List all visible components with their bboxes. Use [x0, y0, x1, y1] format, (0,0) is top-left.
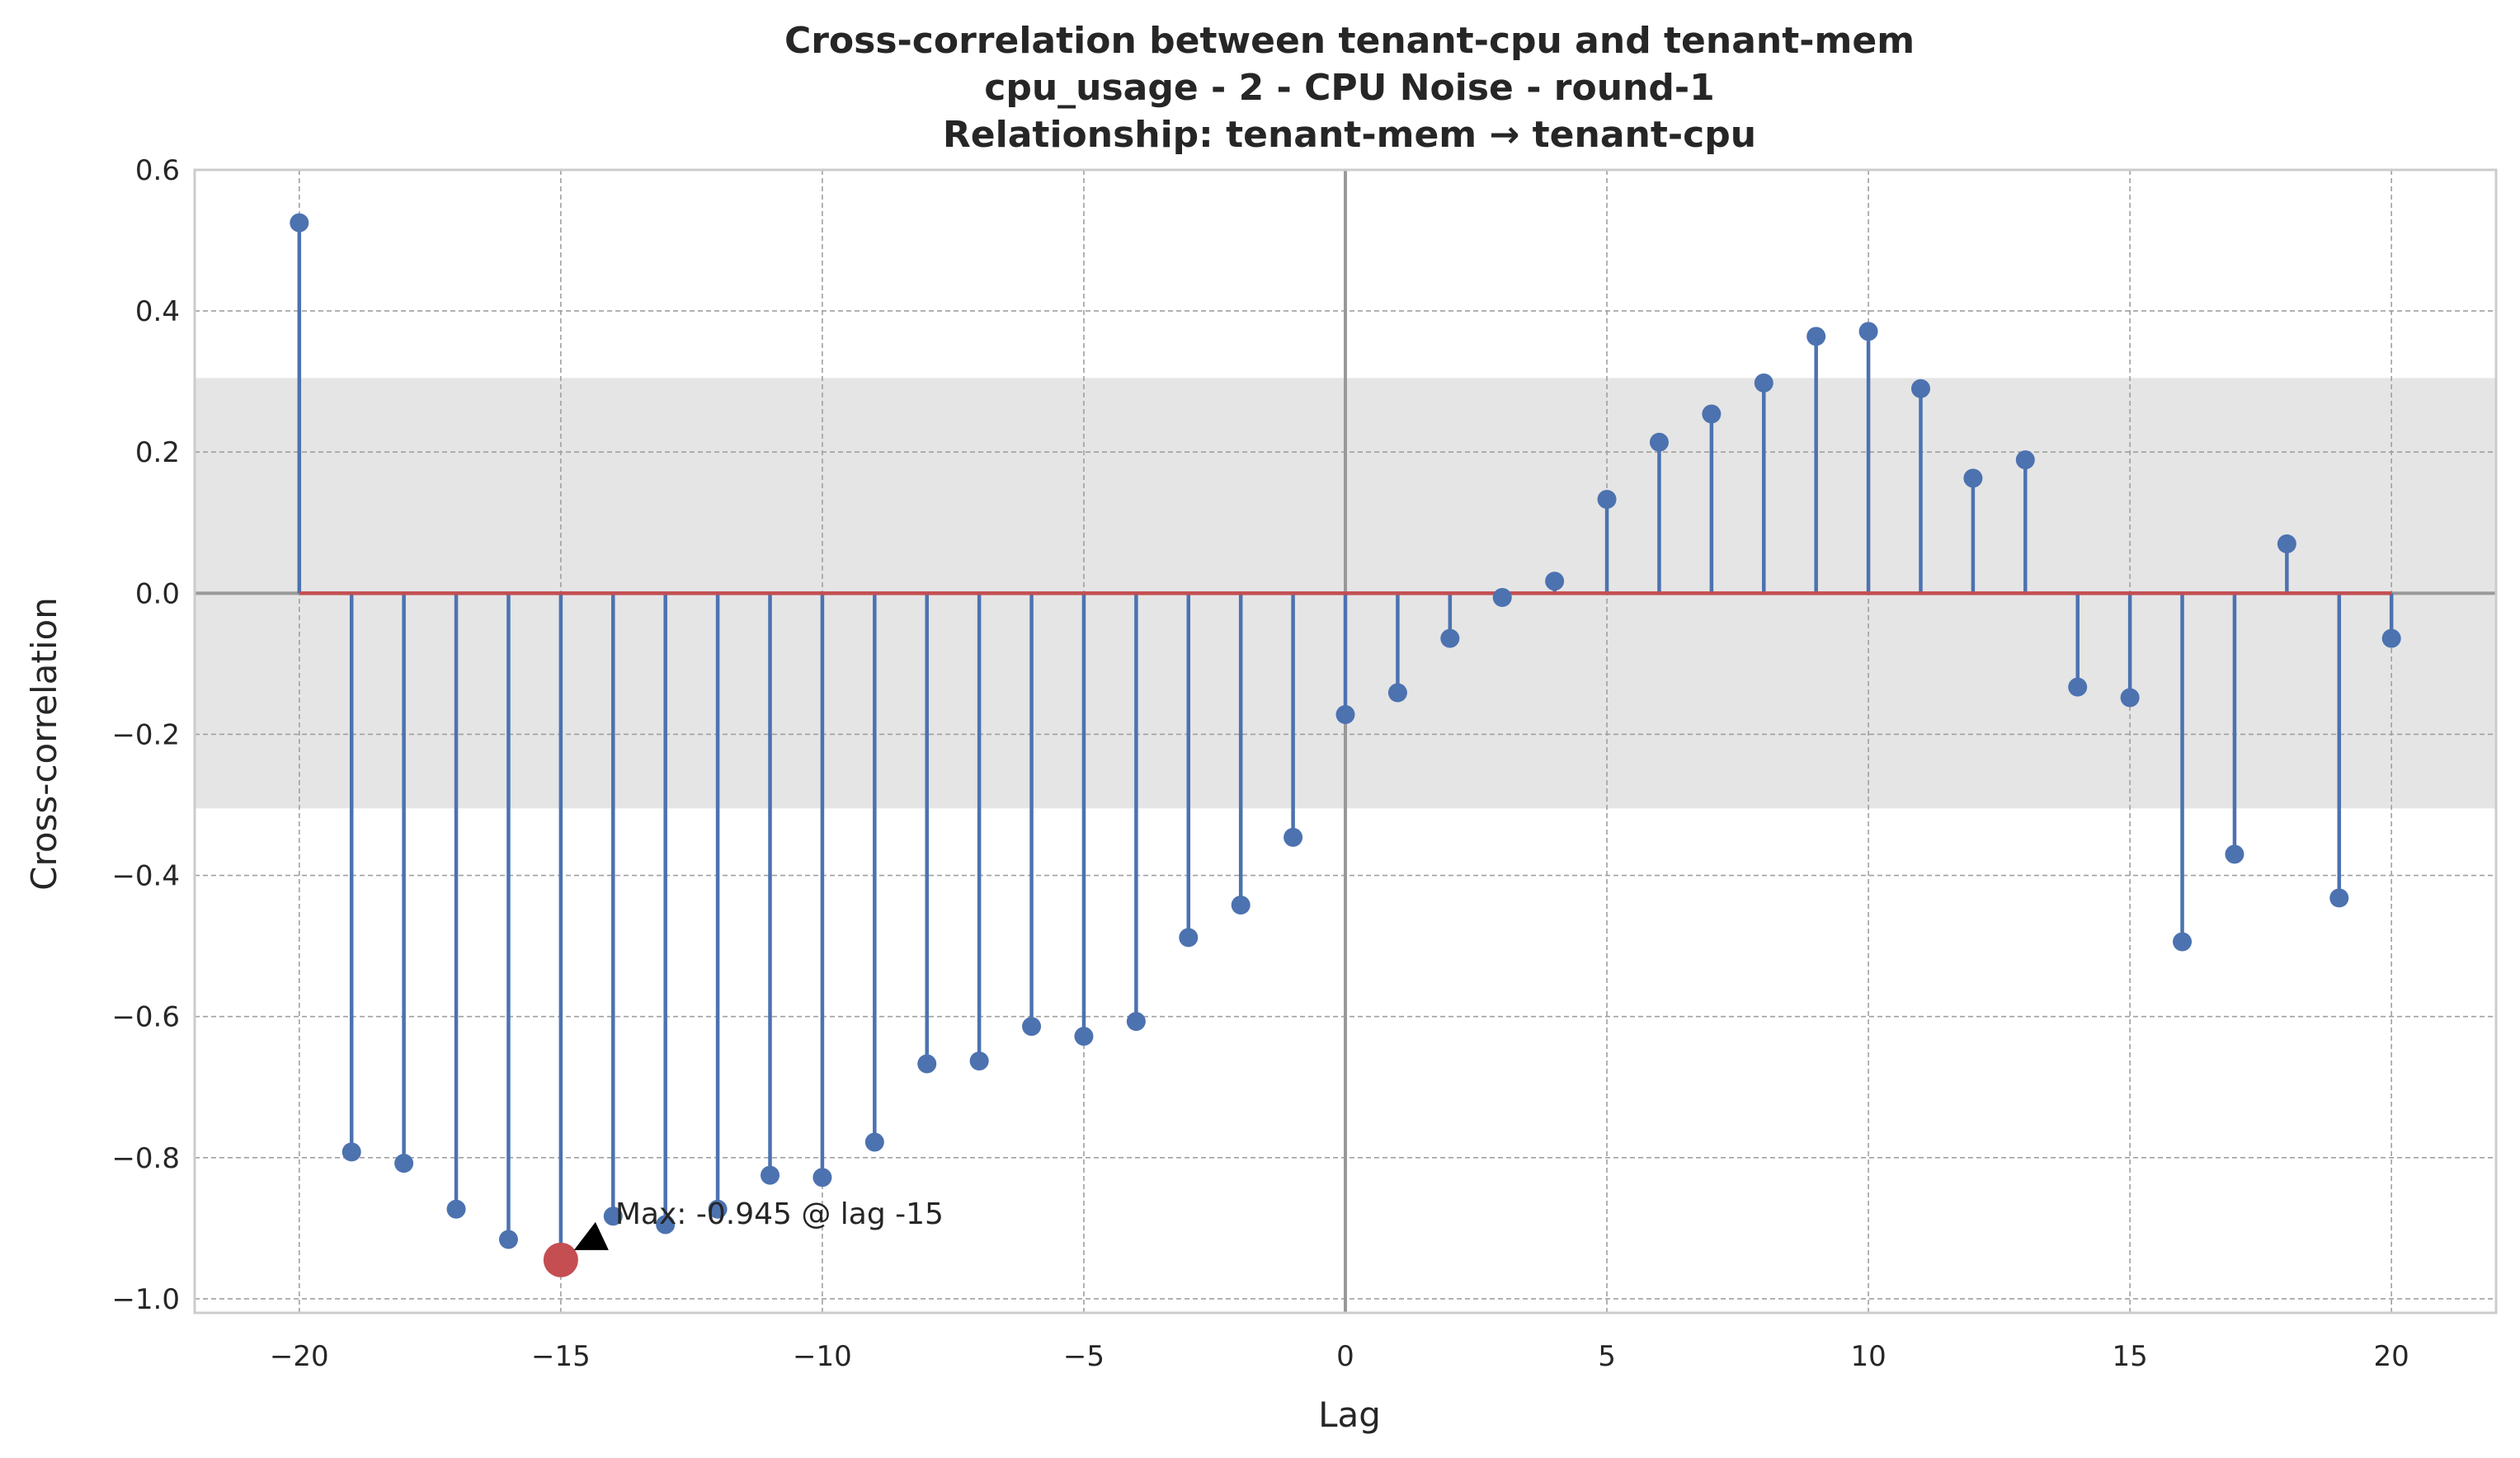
marker-lag--17 [446, 1199, 466, 1219]
y-tick-label-4: −0.2 [111, 718, 180, 751]
marker-lag-7 [1702, 404, 1722, 424]
marker-lag-17 [2225, 844, 2244, 864]
x-axis-ticks: −20 −15 −10 −5 0 5 10 15 20 [270, 1340, 2409, 1373]
marker-lag-11 [1911, 379, 1930, 398]
y-tick-label-8: 0.6 [135, 154, 180, 187]
marker-lag-4 [1545, 571, 1565, 591]
x-tick-label-2: −10 [793, 1340, 852, 1373]
marker-lag-9 [1806, 327, 1826, 346]
marker-lag-15 [2120, 688, 2140, 708]
x-axis-label: Lag [1318, 1395, 1381, 1435]
marker-lag-12 [1963, 468, 1983, 488]
marker-lag--8 [917, 1054, 937, 1074]
y-tick-label-1: −0.8 [111, 1142, 180, 1175]
x-tick-label-4: 0 [1336, 1340, 1354, 1373]
x-tick-label-7: 15 [2113, 1340, 2148, 1373]
max-annotation-label: Max: -0.945 @ lag -15 [615, 1197, 944, 1231]
marker-lag-0 [1335, 704, 1355, 724]
marker-lag--9 [864, 1132, 884, 1152]
x-tick-label-6: 10 [1850, 1340, 1886, 1373]
marker-lag-5 [1597, 490, 1617, 510]
y-axis-label: Cross-correlation [24, 597, 64, 891]
marker-lag--5 [1074, 1027, 1094, 1046]
y-tick-label-7: 0.4 [135, 295, 180, 328]
marker-lag--16 [498, 1230, 518, 1249]
chart-title-line-2: cpu_usage - 2 - CPU Noise - round-1 [984, 67, 1714, 109]
marker-lag-2 [1440, 628, 1460, 648]
marker-lag--4 [1126, 1012, 1146, 1032]
marker-lag-1 [1387, 683, 1407, 703]
y-tick-label-6: 0.2 [135, 436, 180, 469]
x-tick-label-3: −5 [1063, 1340, 1105, 1373]
y-tick-label-2: −0.6 [111, 1001, 180, 1034]
marker-lag--13 [656, 1215, 676, 1235]
x-tick-label-0: −20 [270, 1340, 329, 1373]
marker-lag--19 [341, 1142, 361, 1162]
marker-lag--20 [290, 213, 309, 233]
y-axis-ticks: −1.0 −0.8 −0.6 −0.4 −0.2 0.0 0.2 0.4 0.6 [111, 154, 180, 1316]
marker-lag-10 [1858, 322, 1878, 341]
chart-title-line-1: Cross-correlation between tenant-cpu and… [784, 20, 1915, 62]
marker-lag--1 [1284, 827, 1303, 847]
x-tick-label-1: −15 [531, 1340, 591, 1373]
marker-lag--2 [1231, 895, 1251, 915]
annotation-arrow-head [573, 1221, 609, 1250]
y-tick-label-3: −0.4 [111, 860, 180, 893]
stem-lines [297, 223, 2394, 1260]
marker-lag--7 [969, 1051, 989, 1071]
max-highlight-marker [543, 1242, 578, 1277]
marker-lag--11 [761, 1165, 780, 1185]
marker-lag-19 [2329, 888, 2349, 908]
y-tick-label-5: 0.0 [135, 577, 180, 610]
marker-lag-3 [1492, 587, 1512, 607]
marker-lag-18 [2277, 534, 2296, 553]
marker-lag-13 [2015, 450, 2035, 470]
chart-title-line-3: Relationship: tenant-mem → tenant-cpu [943, 114, 1756, 156]
marker-lag--18 [394, 1154, 414, 1173]
plot-frame [193, 168, 2498, 1315]
y-tick-label-0: −1.0 [111, 1283, 180, 1316]
x-tick-label-8: 20 [2374, 1340, 2409, 1373]
marker-lag-14 [2068, 677, 2088, 697]
marker-lag--6 [1022, 1017, 1042, 1037]
x-tick-label-5: 5 [1598, 1340, 1616, 1373]
marker-lag-20 [2381, 628, 2401, 648]
marker-lag-16 [2173, 932, 2193, 952]
marker-lag-6 [1649, 432, 1669, 452]
marker-lag--14 [603, 1206, 623, 1226]
marker-lag-8 [1754, 373, 1773, 393]
marker-lag--12 [708, 1199, 728, 1219]
marker-lag--3 [1179, 928, 1199, 948]
marker-lag--10 [813, 1168, 832, 1188]
